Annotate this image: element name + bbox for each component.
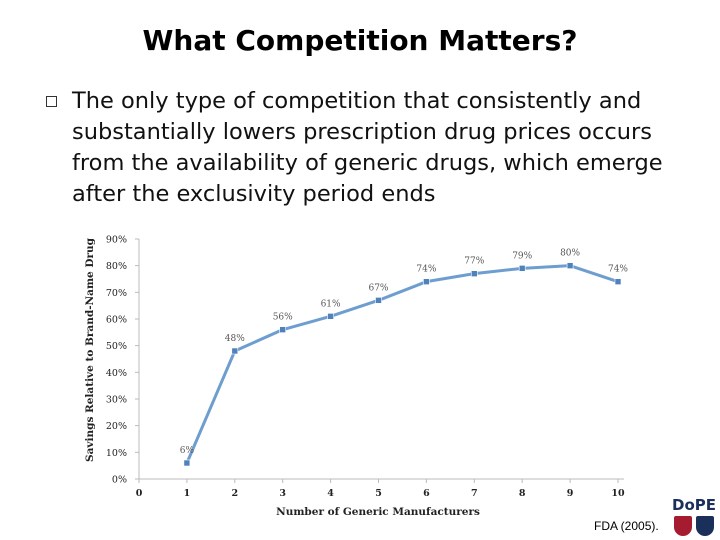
x-tick-label: 5 [375, 488, 382, 499]
harvard-shield-icon [674, 516, 692, 536]
data-label: 74% [608, 265, 628, 275]
data-label: 77% [464, 257, 484, 267]
bullet-item: The only type of competition that consis… [46, 86, 696, 210]
x-tick-label: 1 [184, 488, 191, 499]
source-citation: FDA (2005). [594, 519, 659, 533]
data-label: 79% [512, 251, 532, 261]
y-tick-label: 20% [106, 421, 127, 432]
y-tick-label: 50% [106, 341, 127, 352]
y-tick-label: 10% [106, 448, 127, 459]
series-line [185, 264, 619, 464]
y-tick-label: 30% [106, 395, 127, 406]
y-tick-label: 80% [106, 261, 127, 272]
data-point [614, 278, 622, 285]
y-axis: 0% 10% 20% 30% 40% 50% 60% 70% 80% 90% [106, 235, 140, 486]
y-tick-label: 60% [106, 315, 127, 326]
x-tick-label: 10 [611, 488, 625, 499]
data-label: 6% [180, 446, 195, 456]
y-tick-label: 90% [106, 235, 127, 246]
slide-title: What Competition Matters? [142, 24, 578, 57]
data-point [279, 326, 287, 333]
x-tick-label: 0 [136, 488, 143, 499]
series-savings: 6% 48% 56% 61% 67% 74% 77% 79% 80% 74% [180, 249, 628, 467]
x-axis-label: Number of Generic Manufacturers [276, 506, 480, 518]
data-point [231, 347, 239, 355]
x-tick-label: 8 [519, 488, 526, 499]
x-tick-label: 3 [279, 488, 286, 499]
y-tick-label: 70% [106, 288, 127, 299]
y-tick-label: 40% [106, 368, 127, 379]
data-point [327, 313, 334, 320]
x-tick-label: 2 [231, 488, 238, 499]
dope-logo: DoPE [668, 496, 720, 540]
y-tick-label: 0% [112, 475, 127, 486]
x-tick-label: 6 [423, 488, 430, 499]
square-bullet-icon [46, 96, 57, 107]
data-label: 67% [368, 283, 388, 293]
savings-line-chart: 0% 10% 20% 30% 40% 50% 60% 70% 80% 90% 0 1 2 3 4 5 6 7 8 9… [84, 235, 628, 519]
data-label: 61% [321, 299, 341, 309]
x-tick-label: 4 [327, 488, 334, 499]
logo-text: DoPE [672, 496, 716, 514]
y-axis-label: Savings Relative to Brand-Name Drug [84, 237, 96, 462]
data-label: 56% [273, 313, 293, 323]
data-point [566, 262, 574, 269]
partner-shield-icon [696, 516, 714, 536]
data-label: 48% [225, 334, 245, 344]
data-point [423, 278, 430, 285]
data-point [375, 297, 382, 304]
data-label: 74% [416, 265, 436, 275]
x-axis: 0 1 2 3 4 5 6 7 8 9 10 [136, 478, 625, 499]
bullet-text: The only type of competition that consis… [72, 88, 663, 207]
data-point [470, 270, 478, 277]
data-point [183, 459, 191, 467]
data-point [518, 265, 526, 272]
x-tick-label: 9 [567, 488, 574, 499]
data-label: 80% [560, 249, 580, 259]
x-tick-label: 7 [471, 488, 478, 499]
